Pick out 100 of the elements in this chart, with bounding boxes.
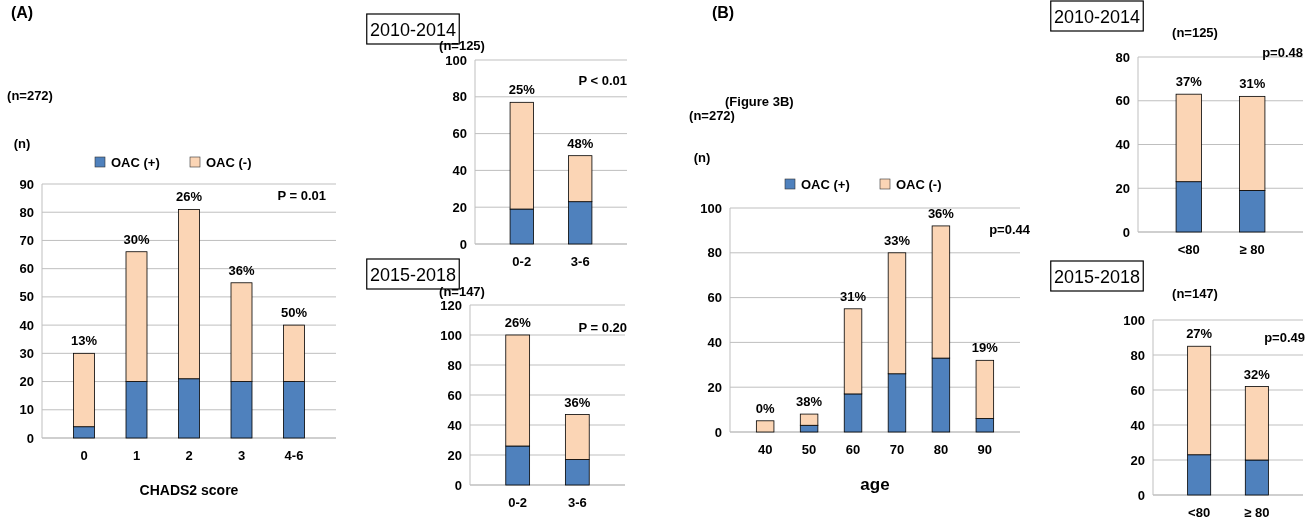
y-tick-label: 50: [19, 289, 34, 305]
x-tick-label: 2: [185, 448, 193, 463]
y-tick-label: 0: [454, 477, 462, 493]
y-tick-label: 20: [452, 199, 467, 215]
y-tick-label: 100: [440, 327, 462, 343]
chart-subtitle: (n=147): [439, 284, 485, 299]
y-tick-label: 60: [1130, 382, 1145, 398]
x-tick-label: 60: [845, 442, 861, 457]
y-tick-label: 100: [1123, 312, 1145, 328]
chart-title: 2010-2014: [369, 20, 457, 41]
x-tick-label: 0-2: [512, 254, 532, 269]
annotation: 31%: [1239, 76, 1266, 92]
x-tick-label: 4-6: [284, 448, 304, 463]
x-axis-title: age: [860, 475, 890, 494]
chart-subtitle: (n=125): [1172, 25, 1218, 40]
chart-title: 2010-2014: [1053, 7, 1141, 28]
annotation: 30%: [123, 231, 150, 247]
y-axis-title: (n): [13, 136, 31, 151]
y-tick-label: 10: [19, 402, 34, 418]
annotation: 37%: [1175, 74, 1203, 90]
y-tick-label: 0: [714, 424, 722, 440]
annotation: 32%: [1243, 366, 1271, 382]
y-tick-label: 100: [700, 200, 722, 216]
y-tick-label: 80: [19, 204, 34, 220]
bar: [755, 420, 775, 433]
y-tick-label: 30: [19, 345, 34, 361]
annotation: 27%: [1186, 326, 1213, 342]
chart-subtitle: (n=147): [1172, 286, 1218, 301]
y-tick-label: 40: [707, 334, 722, 350]
chart-subtitle: (n=272): [7, 88, 53, 103]
x-tick-label: 0-2: [508, 495, 528, 510]
y-tick-label: 20: [447, 447, 462, 463]
x-tick-label: 3: [237, 448, 246, 463]
y-tick-label: 80: [1130, 347, 1145, 363]
y-tick-label: 60: [1115, 93, 1130, 109]
legend-label: OAC (-): [206, 154, 252, 170]
y-tick-label: 80: [447, 357, 462, 373]
legend-label: OAC (+): [111, 154, 160, 170]
y-tick-label: 40: [1130, 417, 1145, 433]
x-axis-title: CHADS2 score: [139, 482, 239, 498]
y-tick-label: 20: [19, 374, 34, 390]
annotation: 26%: [504, 315, 532, 330]
annotation: 36%: [564, 394, 591, 410]
x-tick-label: 1: [132, 448, 141, 463]
annotation: P = 0.20: [578, 320, 627, 335]
legend-label: OAC (-): [896, 176, 942, 192]
y-tick-label: 80: [452, 89, 467, 105]
text: (Figure 3B): [725, 94, 794, 109]
y-tick-label: 80: [1115, 49, 1130, 65]
annotation: P < 0.01: [578, 73, 627, 88]
annotation: 50%: [280, 305, 308, 321]
y-tick-label: 40: [452, 162, 467, 178]
legend-label: OAC (+): [801, 176, 850, 192]
y-tick-label: 0: [1122, 224, 1130, 240]
annotation: 36%: [228, 262, 255, 278]
chart-title: (B): [711, 4, 735, 21]
y-tick-label: 40: [447, 417, 462, 433]
chart-subtitle: (n=125): [439, 38, 485, 53]
y-axis-title: (n): [693, 150, 711, 165]
x-tick-label: 3-6: [567, 495, 587, 510]
chart-title: (A): [10, 4, 34, 21]
x-tick-label: 80: [933, 442, 949, 457]
annotation: 33%: [883, 232, 911, 248]
annotation: 48%: [567, 135, 594, 151]
x-tick-label: 40: [757, 442, 773, 457]
x-tick-label: <80: [1177, 242, 1200, 257]
chart-title: 2015-2018: [369, 265, 457, 286]
chart-subtitle: (n=272): [689, 108, 735, 123]
y-tick-label: 20: [1115, 180, 1130, 196]
y-tick-label: 90: [19, 176, 34, 192]
x-tick-label: 70: [889, 442, 905, 457]
x-tick-label: ≥ 80: [1244, 505, 1270, 520]
chart-title: 2015-2018: [1053, 267, 1141, 288]
annotation: 31%: [840, 288, 867, 304]
y-tick-label: 40: [1115, 137, 1130, 153]
annotation: p=0.48: [1262, 45, 1303, 60]
annotation: 36%: [927, 205, 955, 221]
annotation: 19%: [971, 340, 999, 356]
annotation: P = 0.01: [277, 188, 326, 203]
y-tick-label: 0: [26, 430, 34, 446]
x-tick-label: 90: [977, 442, 993, 457]
x-tick-label: 0: [80, 448, 88, 463]
y-tick-label: 60: [707, 290, 722, 306]
annotation: 13%: [70, 333, 98, 349]
annotation: 25%: [508, 82, 536, 98]
annotation: 26%: [175, 189, 203, 205]
x-tick-label: <80: [1188, 505, 1211, 520]
annotation: 0%: [755, 400, 775, 416]
y-tick-label: 40: [19, 317, 34, 333]
y-tick-label: 60: [452, 126, 467, 142]
x-tick-label: ≥ 80: [1239, 242, 1265, 257]
x-tick-label: 3-6: [570, 254, 590, 269]
y-tick-label: 20: [1130, 452, 1145, 468]
annotation: 38%: [796, 394, 823, 410]
annotation: p=0.44: [989, 222, 1031, 237]
x-tick-label: 50: [801, 442, 817, 457]
y-tick-label: 20: [707, 379, 722, 395]
y-tick-label: 100: [445, 52, 467, 68]
y-tick-label: 60: [447, 387, 462, 403]
annotation: p=0.49: [1264, 330, 1305, 345]
